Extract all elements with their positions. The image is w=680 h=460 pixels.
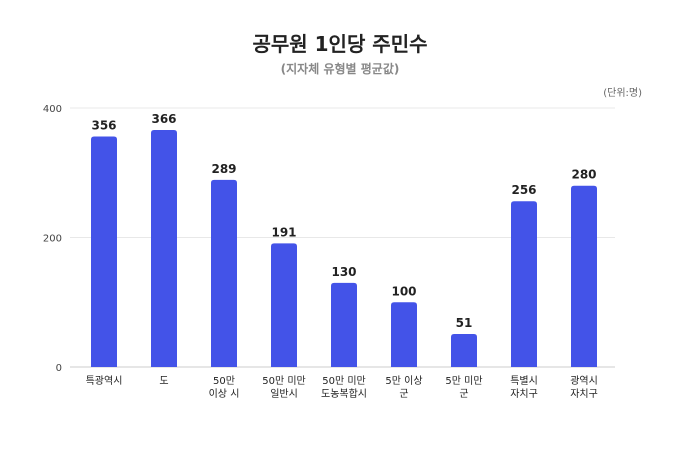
y-tick-label: 400 [43, 104, 62, 115]
bar [391, 302, 417, 367]
x-tick-label: 광역시 [570, 375, 598, 387]
unit-label: (단위:명) [603, 88, 642, 99]
data-label: 130 [331, 265, 356, 279]
x-tick-label: 50만 [213, 375, 235, 387]
x-tick-label: 도농복합시 [321, 388, 367, 400]
y-tick-label: 200 [43, 234, 62, 245]
data-label: 256 [511, 183, 536, 197]
x-tick-label: 일반시 [270, 388, 298, 400]
x-tick-label: 자치구 [510, 388, 538, 400]
data-label: 366 [151, 112, 176, 126]
chart-subtitle: (지자체 유형별 평균값) [280, 62, 400, 76]
x-tick-label: 군 [459, 388, 468, 400]
bar [91, 136, 117, 367]
bar [151, 130, 177, 367]
x-tick-label: 자치구 [570, 388, 598, 400]
data-label: 289 [211, 162, 236, 176]
x-tick-label: 특광역시 [86, 375, 123, 387]
data-label: 356 [91, 118, 116, 132]
bar [271, 243, 297, 367]
bar [571, 185, 597, 367]
x-tick-label: 특별시 [510, 375, 538, 387]
bar [211, 179, 237, 367]
bar [511, 201, 537, 367]
x-tick-label: 군 [399, 388, 408, 400]
x-tick-label: 5만 이상 [385, 375, 422, 387]
x-tick-label: 50만 미만 [262, 375, 306, 387]
x-tick-label: 50만 미만 [322, 375, 366, 387]
y-tick-label: 0 [56, 363, 62, 374]
data-label: 100 [391, 284, 416, 298]
bar [451, 333, 477, 367]
chart-title: 공무원 1인당 주민수 [252, 32, 428, 56]
x-tick-label: 이상 시 [209, 388, 240, 400]
bar [331, 282, 357, 367]
data-label: 191 [271, 225, 296, 239]
x-tick-label: 도 [159, 376, 168, 387]
x-tick-label: 5만 미만 [445, 375, 482, 387]
data-label: 280 [571, 168, 596, 182]
data-label: 51 [456, 316, 473, 330]
